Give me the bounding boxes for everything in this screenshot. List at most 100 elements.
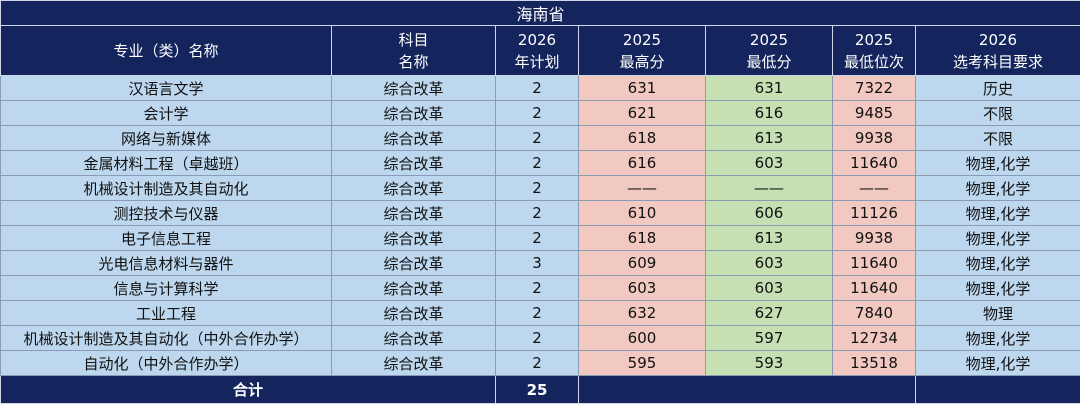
cell: 综合改革 [331, 300, 496, 326]
cell: 2 [495, 325, 579, 351]
cell: 600 [578, 325, 706, 351]
cell: 综合改革 [331, 250, 496, 276]
cell: 历史 [914, 75, 1080, 101]
empty-cell [914, 375, 1080, 404]
cell: 综合改革 [331, 200, 496, 226]
cell: 631 [578, 75, 706, 101]
cell: 物理,化学 [914, 250, 1080, 276]
header-cell: 2025 最高分 [578, 25, 706, 76]
cell: 物理,化学 [914, 325, 1080, 351]
data-row: 汉语言文学 综合改革 2 631 631 7322 历史 [0, 75, 1080, 101]
header-text: 2025 [622, 30, 662, 49]
cell: 2 [495, 200, 579, 226]
cell: 7322 [832, 75, 916, 101]
cell: 综合改革 [331, 350, 496, 376]
header-cell: 2026 选考科目要求 [914, 25, 1080, 76]
cell: 自动化（中外合作办学） [0, 350, 332, 376]
table-title: 海南省 [0, 0, 1080, 26]
cell: 工业工程 [0, 300, 332, 326]
cell: 物理,化学 [914, 200, 1080, 226]
cell: 不限 [914, 100, 1080, 126]
cell: 631 [705, 75, 833, 101]
cell: 机械设计制造及其自动化 [0, 175, 332, 201]
cell: 632 [578, 300, 706, 326]
header-text: 2025 [854, 30, 894, 49]
cell: 2 [495, 125, 579, 151]
cell: 9938 [832, 225, 916, 251]
cell: 11126 [832, 200, 916, 226]
header-cell: 2025 最低分 [705, 25, 833, 76]
cell: 603 [705, 275, 833, 301]
header-text: 2026 [978, 30, 1018, 49]
cell: 物理,化学 [914, 350, 1080, 376]
cell: 2 [495, 300, 579, 326]
cell: 综合改革 [331, 325, 496, 351]
cell: 627 [705, 300, 833, 326]
cell: 621 [578, 100, 706, 126]
cell: 2 [495, 175, 579, 201]
cell: 综合改革 [331, 225, 496, 251]
cell: 606 [705, 200, 833, 226]
cell: 593 [705, 350, 833, 376]
header-cell: 2026 年计划 [495, 25, 579, 76]
cell: 机械设计制造及其自动化（中外合作办学） [0, 325, 332, 351]
cell: 2 [495, 100, 579, 126]
cell: 物理,化学 [914, 275, 1080, 301]
cell: 金属材料工程（卓越班） [0, 150, 332, 176]
data-row: 机械设计制造及其自动化（中外合作办学） 综合改革 2 600 597 12734 物理,化学 [0, 325, 1080, 351]
cell: 603 [578, 275, 706, 301]
header-row: 专业（类）名称 科目 名称 2026 年计划 2025 最高分 2025 最低分 2025 最低位次… [0, 25, 1080, 76]
header-text: 科目 [398, 30, 429, 49]
cell: 618 [578, 125, 706, 151]
data-row: 测控技术与仪器 综合改革 2 610 606 11126 物理,化学 [0, 200, 1080, 226]
cell: 2 [495, 275, 579, 301]
cell: 汉语言文学 [0, 75, 332, 101]
cell: 11640 [832, 275, 916, 301]
header-text: 选考科目要求 [953, 52, 1044, 71]
cell: 综合改革 [331, 125, 496, 151]
header-text: 最低分 [746, 52, 792, 71]
cell: 7840 [832, 300, 916, 326]
cell: 3 [495, 250, 579, 276]
data-row: 工业工程 综合改革 2 632 627 7840 物理 [0, 300, 1080, 326]
title-row: 海南省 [0, 0, 1080, 26]
empty-cell [578, 375, 916, 404]
header-cell: 专业（类）名称 [0, 25, 332, 76]
cell: 综合改革 [331, 150, 496, 176]
cell: 综合改革 [331, 100, 496, 126]
cell: 物理,化学 [914, 150, 1080, 176]
header-text: 2026 [517, 30, 557, 49]
cell: 9938 [832, 125, 916, 151]
cell: 618 [578, 225, 706, 251]
data-row: 网络与新媒体 综合改革 2 618 613 9938 不限 [0, 125, 1080, 151]
cell: 11640 [832, 150, 916, 176]
data-row: 电子信息工程 综合改革 2 618 613 9938 物理,化学 [0, 225, 1080, 251]
data-row: 信息与计算科学 综合改革 2 603 603 11640 物理,化学 [0, 275, 1080, 301]
cell: 会计学 [0, 100, 332, 126]
cell: 613 [705, 225, 833, 251]
data-row: 光电信息材料与器件 综合改革 3 609 603 11640 物理,化学 [0, 250, 1080, 276]
cell: —— [832, 175, 916, 201]
header-text: 专业（类）名称 [113, 41, 219, 60]
header-text: 最高分 [619, 52, 665, 71]
header-text: 名称 [398, 52, 429, 71]
cell: 609 [578, 250, 706, 276]
cell: 603 [705, 150, 833, 176]
cell: 测控技术与仪器 [0, 200, 332, 226]
total-value: 25 [495, 375, 579, 404]
cell: 不限 [914, 125, 1080, 151]
cell: 网络与新媒体 [0, 125, 332, 151]
cell: 综合改革 [331, 175, 496, 201]
cell: 595 [578, 350, 706, 376]
cell: —— [705, 175, 833, 201]
cell: —— [578, 175, 706, 201]
data-row: 自动化（中外合作办学） 综合改革 2 595 593 13518 物理,化学 [0, 350, 1080, 376]
header-text: 最低位次 [843, 52, 904, 71]
cell: 13518 [832, 350, 916, 376]
cell: 610 [578, 200, 706, 226]
cell: 11640 [832, 250, 916, 276]
cell: 2 [495, 225, 579, 251]
